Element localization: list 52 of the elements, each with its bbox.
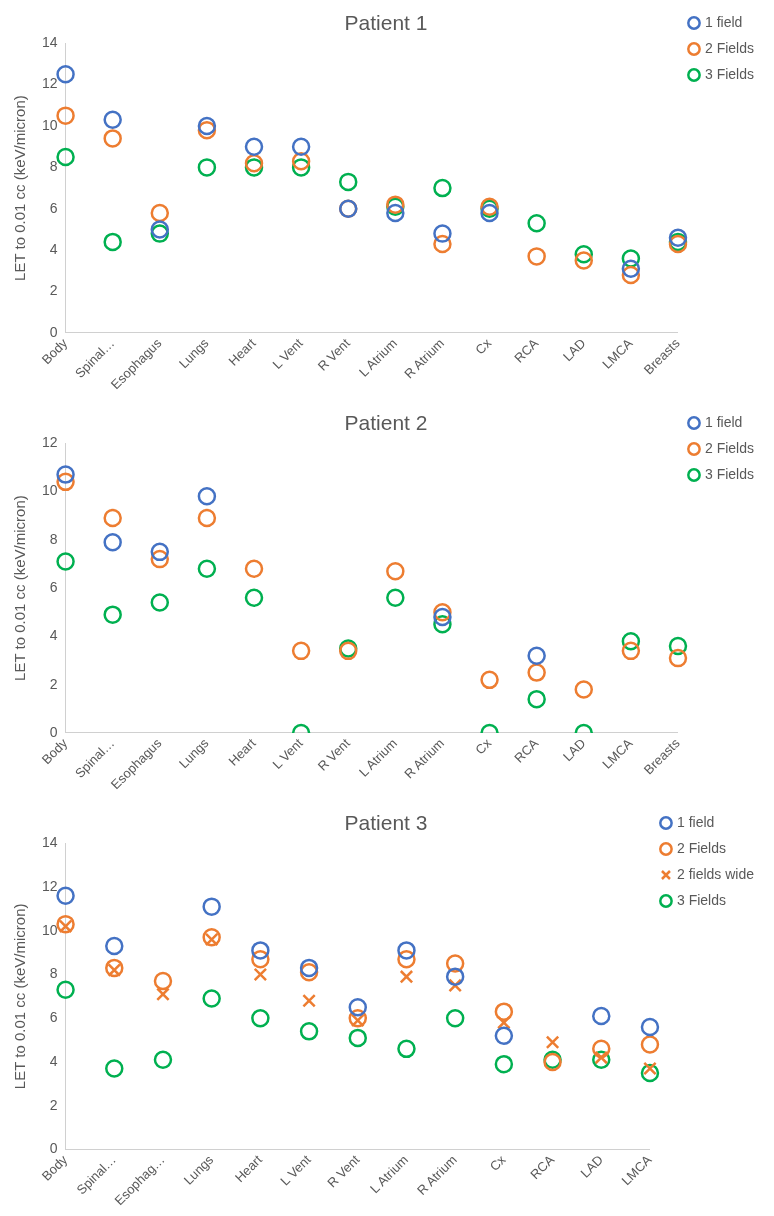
legend-label: 3 Fields	[676, 891, 726, 908]
x-tick-label: Cx	[486, 1151, 509, 1174]
y-tick-label: 4	[49, 627, 58, 644]
x-tick-label: Cx	[472, 335, 495, 358]
y-axis-title: LET to 0.01 cc (keV/micron)	[11, 95, 29, 281]
x-tick-label: L Vent	[277, 1151, 314, 1189]
x-tick-label: R Vent	[314, 335, 354, 374]
y-tick-label: 6	[49, 199, 58, 216]
x-tick-label: R Vent	[324, 1151, 363, 1191]
x-tick-label: Cx	[472, 735, 495, 758]
y-tick-label: 4	[49, 1052, 58, 1069]
y-tick-label: 0	[49, 1140, 58, 1157]
legend-label: 3 Fields	[704, 465, 755, 482]
chart-title: Patient 1	[344, 11, 428, 35]
y-tick-label: 2	[49, 1096, 58, 1113]
legend-label: 1 field	[704, 13, 743, 30]
y-tick-label: 4	[49, 241, 58, 258]
chart-title: Patient 2	[344, 411, 428, 435]
x-tick-label: L Vent	[269, 335, 307, 372]
y-axis-title: LET to 0.01 cc (keV/micron)	[11, 495, 29, 681]
y-tick-label: 10	[41, 482, 58, 499]
y-tick-label: 0	[49, 323, 58, 340]
y-tick-label: 8	[49, 965, 58, 982]
x-tick-label: LAD	[559, 735, 589, 765]
y-tick-label: 6	[49, 1009, 58, 1026]
legend-label: 1 field	[676, 813, 715, 830]
y-tick-label: 12	[41, 75, 58, 92]
chart-title: Patient 3	[344, 811, 428, 835]
legend-label: 1 field	[704, 413, 743, 430]
legend-label: 2 Fields	[704, 39, 755, 56]
y-tick-label: 14	[41, 834, 58, 851]
y-tick-label: 10	[41, 116, 58, 133]
x-tick-label: LAD	[559, 335, 589, 365]
y-tick-label: 2	[49, 675, 58, 692]
legend-label: 2 fields wide	[676, 865, 755, 882]
y-tick-label: 2	[49, 282, 58, 299]
y-tick-label: 8	[49, 530, 58, 547]
legend-label: 3 Fields	[704, 65, 755, 82]
legend-label: 2 Fields	[704, 439, 755, 456]
legend-label: 2 Fields	[676, 839, 726, 856]
y-tick-label: 10	[41, 921, 58, 938]
y-tick-label: 0	[49, 723, 58, 740]
x-tick-label: RCA	[527, 1151, 558, 1183]
y-tick-label: 14	[41, 34, 58, 51]
y-tick-label: 8	[49, 158, 58, 175]
y-tick-label: 12	[41, 434, 58, 451]
x-tick-label: L Vent	[269, 735, 307, 772]
x-tick-label: LAD	[577, 1152, 606, 1181]
y-tick-label: 6	[49, 578, 58, 595]
y-tick-label: 12	[41, 877, 58, 894]
x-tick-label: R Vent	[314, 735, 354, 774]
y-axis-title: LET to 0.01 cc (keV/micron)	[11, 903, 29, 1090]
